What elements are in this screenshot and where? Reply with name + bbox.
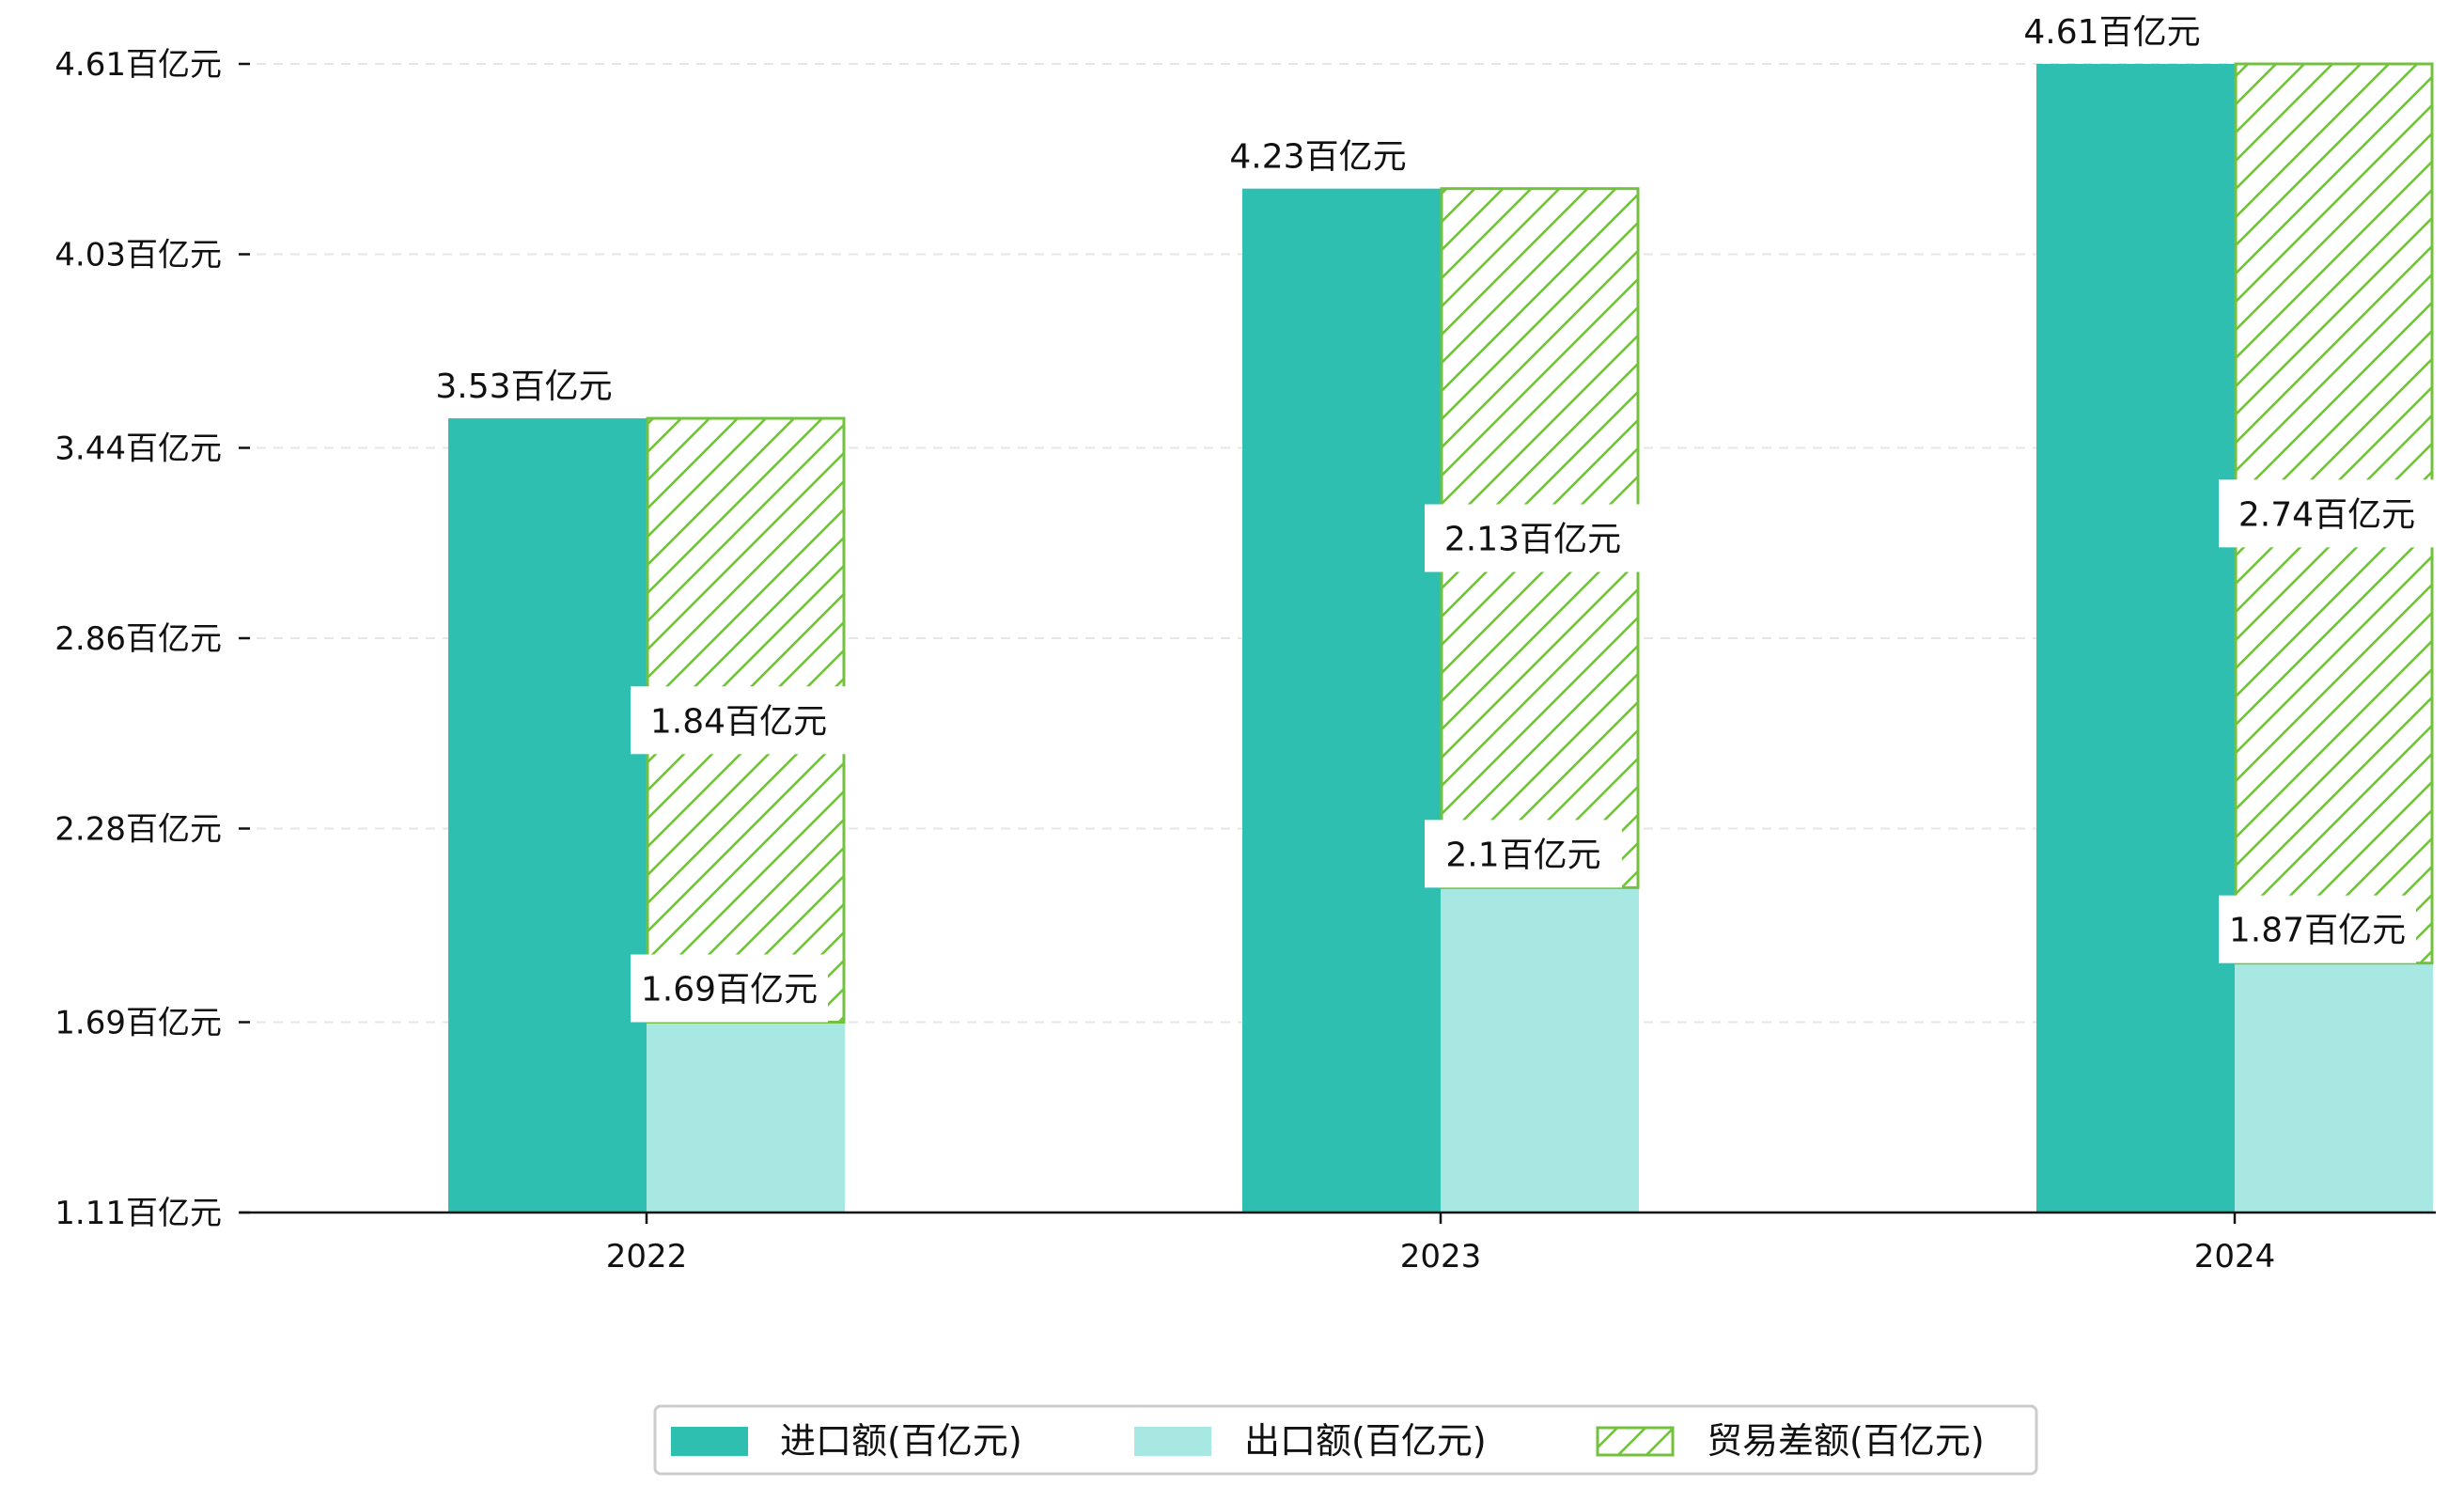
import-bar xyxy=(1242,188,1441,1213)
y-tick-label: 1.69百亿元 xyxy=(55,1004,222,1041)
import-data-label: 4.23百亿元 xyxy=(1229,138,1406,177)
y-tick-label: 1.11百亿元 xyxy=(55,1195,222,1232)
y-tick-label: 3.44百亿元 xyxy=(55,430,222,467)
bars xyxy=(448,62,2434,1213)
data-labels: 3.53百亿元 1.69百亿元 1.84百亿元 4.23百亿元 2.1百亿元 2.13百亿… xyxy=(435,13,2435,1023)
balance-data-label: 2.13百亿元 xyxy=(1444,521,1621,559)
legend-label: 出口额(百亿元) xyxy=(1244,1420,1487,1462)
balance-label-box xyxy=(631,686,847,755)
balance-label-box xyxy=(1425,504,1641,572)
import-bar xyxy=(2036,64,2235,1213)
import-bar xyxy=(448,418,647,1213)
export-data-label: 2.1百亿元 xyxy=(1445,836,1600,874)
legend-label: 进口额(百亿元) xyxy=(780,1420,1022,1462)
x-tick-label: 2022 xyxy=(606,1238,688,1275)
export-bar xyxy=(2235,962,2433,1213)
y-tick-label: 2.86百亿元 xyxy=(55,620,222,658)
x-tick-label: 2023 xyxy=(1400,1238,1482,1275)
balance-label-box xyxy=(2219,479,2435,548)
x-axis: 2022 2023 2024 xyxy=(240,1211,2436,1275)
x-tick-label: 2024 xyxy=(2194,1238,2276,1275)
y-tick-label: 2.28百亿元 xyxy=(55,811,222,849)
legend-swatch xyxy=(1596,1426,1675,1457)
legend-box xyxy=(653,1404,2038,1476)
y-tick-label: 4.03百亿元 xyxy=(55,237,222,274)
legend-swatch xyxy=(671,1427,748,1456)
balance-data-label: 2.74百亿元 xyxy=(2238,495,2415,534)
export-label-box xyxy=(2219,895,2416,963)
y-axis: 1.11百亿元 1.69百亿元 2.28百亿元 2.86百亿元 3.44百亿元 4.03百… xyxy=(55,46,250,1232)
legend-label: 贸易差额(百亿元) xyxy=(1707,1420,1985,1462)
import-data-label: 4.61百亿元 xyxy=(2023,13,2200,52)
import-data-label: 3.53百亿元 xyxy=(435,368,612,406)
export-label-box xyxy=(1425,820,1622,888)
export-bar xyxy=(1441,887,1639,1213)
export-label-box xyxy=(631,954,828,1023)
legend-swatch xyxy=(1134,1427,1211,1456)
y-tick-label: 4.61百亿元 xyxy=(55,46,222,84)
export-data-label: 1.69百亿元 xyxy=(641,970,818,1009)
export-data-label: 1.87百亿元 xyxy=(2229,912,2406,950)
export-bar xyxy=(647,1022,845,1213)
balance-data-label: 1.84百亿元 xyxy=(650,702,827,741)
legend: 进口额(百亿元) 出口额(百亿元) 贸易差额(百亿元) xyxy=(653,1404,2038,1476)
